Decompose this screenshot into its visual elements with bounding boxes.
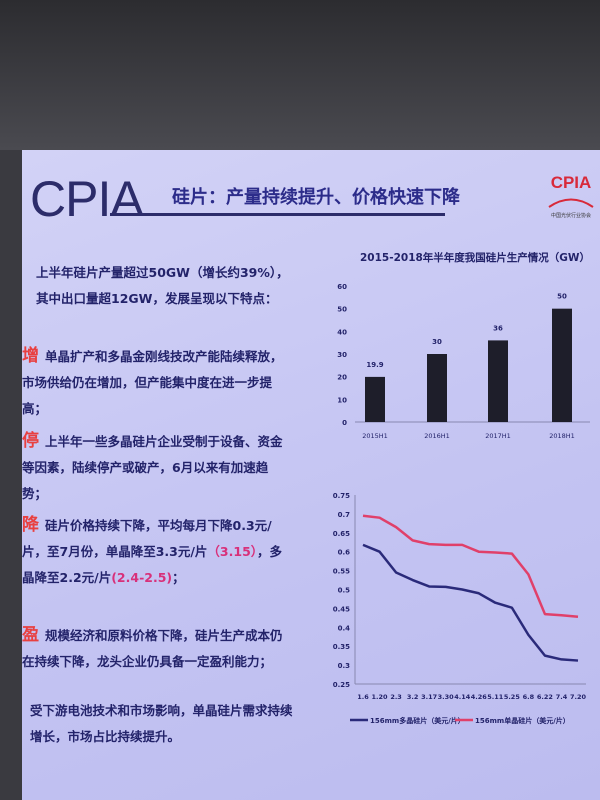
line-x-tick: 4.14 xyxy=(454,693,471,701)
line-y-tick: 0.7 xyxy=(338,511,351,519)
line-x-tick: 1.6 xyxy=(357,693,369,701)
line-x-tick: 5.11 xyxy=(487,693,504,701)
point-profit: 盈规模经济和原料价格下降，硅片生产成本仍在持续下降，龙头企业仍具备一定盈利能力； xyxy=(22,622,287,675)
key-char: 降 xyxy=(22,515,39,535)
outro-text: 受下游电池技术和市场影响，单晶硅片需求持续增长，市场占比持续提升。 xyxy=(30,703,293,744)
point-text: 上半年一些多晶硅片企业受制于设备、资金等因素，陆续停产或破产，6月以来有加速趋势… xyxy=(22,434,283,501)
line-x-tick: 7.4 xyxy=(556,693,568,701)
badge-subtitle: 中国光伏行业协会 xyxy=(550,213,591,219)
key-char: 盈 xyxy=(22,625,39,645)
point-stop: 停上半年一些多晶硅片企业受制于设备、资金等因素，陆续停产或破产，6月以来有加速趋… xyxy=(22,428,287,507)
slide-title: 硅片：产量持续提升、价格快速下降 xyxy=(172,187,460,208)
line-y-tick: 0.35 xyxy=(333,643,350,651)
line-y-tick: 0.45 xyxy=(333,605,350,613)
bar-value-label: 30 xyxy=(432,338,442,346)
line-x-tick: 3.30 xyxy=(438,693,455,701)
line-x-tick: 3.17 xyxy=(421,693,437,701)
point-text: ； xyxy=(172,570,185,585)
point-text: 规模经济和原料价格下降，硅片生产成本仍在持续下降，龙头企业仍具备一定盈利能力； xyxy=(22,628,283,669)
bar-value-label: 36 xyxy=(493,324,503,332)
key-char: 增 xyxy=(22,346,39,366)
bar-y-tick: 0 xyxy=(342,419,347,427)
slide: CPIA 硅片：产量持续提升、价格快速下降 CPIA 中国光伏行业协会 上半年硅… xyxy=(22,150,600,800)
line-x-tick: 4.26 xyxy=(471,693,488,701)
bar-x-tick: 2016H1 xyxy=(424,432,450,440)
line-y-tick: 0.6 xyxy=(338,549,351,557)
highlight-value: (2.4-2.5) xyxy=(111,570,173,585)
line-y-tick: 0.3 xyxy=(338,662,351,670)
bar xyxy=(488,340,508,422)
bar-y-tick: 10 xyxy=(337,396,347,404)
bar xyxy=(427,354,447,422)
badge-logo-text: CPIA xyxy=(550,173,592,192)
point-text: ，多晶降至2.2元/片 xyxy=(22,544,283,585)
point-increase: 增单晶扩产和多晶金刚线技改产能陆续释放，市场供给仍在增加，但产能集中度在进一步提… xyxy=(22,343,287,422)
arc-icon xyxy=(548,198,594,208)
line-x-tick: 3.2 xyxy=(407,693,419,701)
bar-value-label: 50 xyxy=(557,293,567,301)
bar-y-tick: 30 xyxy=(337,351,347,359)
bar-y-tick: 50 xyxy=(337,306,347,314)
bar-y-tick: 60 xyxy=(337,283,347,291)
line-x-tick: 2.3 xyxy=(390,693,402,701)
intro-text: 上半年硅片产量超过50GW（增长约39%）， 其中出口量超12GW，发展呈现以下… xyxy=(36,260,326,312)
line-y-tick: 0.4 xyxy=(338,624,351,632)
bar-chart-title: 2015-2018年半年度我国硅片生产情况（GW） xyxy=(360,252,591,264)
bar-x-tick: 2017H1 xyxy=(485,432,511,440)
point-decrease: 降硅片价格持续下降，平均每月下降0.3元/片，至7月份，单晶降至3.3元/片（3… xyxy=(22,512,287,591)
title-underline xyxy=(110,213,445,216)
line-y-tick: 0.5 xyxy=(338,587,351,595)
line-y-tick: 0.25 xyxy=(333,681,350,689)
line-y-tick: 0.75 xyxy=(333,492,350,500)
bar-y-tick: 40 xyxy=(337,328,347,336)
point-text: 硅片价格持续下降，平均每月下降0.3元/片，至7月份，单晶降至3.3元/片 xyxy=(22,518,272,559)
line-x-tick: 6.8 xyxy=(523,693,535,701)
series-line xyxy=(362,514,579,618)
cpia-logo-text: CPIA xyxy=(30,171,144,227)
series-line xyxy=(362,543,579,662)
line-x-tick: 6.22 xyxy=(537,693,553,701)
bar-x-tick: 2018H1 xyxy=(549,432,575,440)
line-x-tick: 7.20 xyxy=(570,693,587,701)
bar-x-tick: 2015H1 xyxy=(362,432,388,440)
bar xyxy=(365,376,385,422)
bar-y-tick: 20 xyxy=(337,374,347,382)
legend-label: 156mm多晶硅片（美元/片） xyxy=(370,716,465,725)
key-char: 停 xyxy=(22,431,39,451)
intro-line-2: 其中出口量超12GW，发展呈现以下特点： xyxy=(36,291,278,306)
line-x-tick: 5.25 xyxy=(504,693,521,701)
bar xyxy=(552,308,572,422)
cpia-badge-logo: CPIA 中国光伏行业协会 xyxy=(547,173,595,219)
legend-label: 156mm单晶硅片（美元/片） xyxy=(475,716,570,725)
photo-background xyxy=(0,0,600,150)
line-y-tick: 0.65 xyxy=(333,530,350,538)
point-text: 单晶扩产和多晶金刚线技改产能陆续释放，市场供给仍在增加，但产能集中度在进一步提高… xyxy=(22,349,283,416)
bar-value-label: 19.9 xyxy=(366,361,383,369)
line-x-tick: 1.20 xyxy=(372,693,389,701)
intro-line-1: 上半年硅片产量超过50GW（增长约39%）， xyxy=(36,265,289,280)
line-y-tick: 0.55 xyxy=(333,568,350,576)
highlight-value: （3.15） xyxy=(207,544,258,559)
